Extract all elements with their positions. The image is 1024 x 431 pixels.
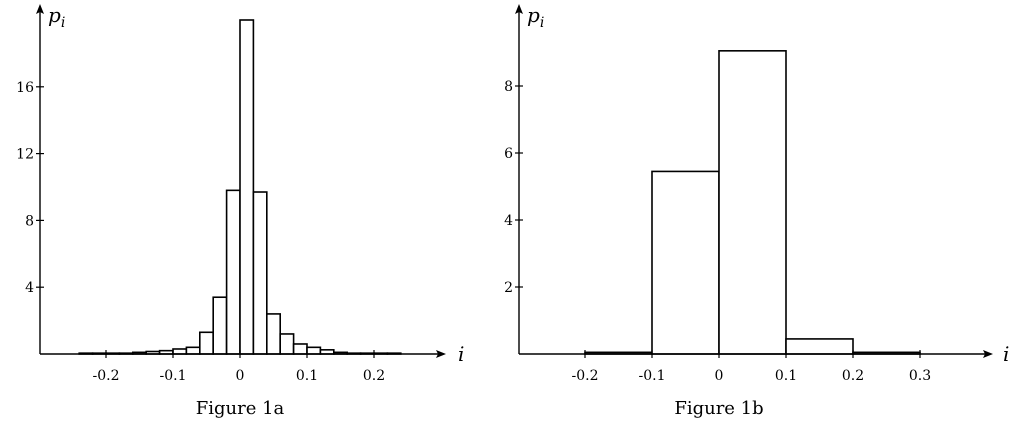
y-tick-label: 4 (504, 213, 513, 229)
histogram-bar (239, 19, 255, 355)
y-tick-label: 6 (504, 146, 513, 162)
histogram-bar (306, 346, 322, 355)
bars-1b (584, 50, 921, 355)
x-tick-label: 0.3 (909, 368, 931, 384)
ticks-1b: -0.2 -0.1 0 0.1 0.2 0.3 2 4 6 8 (504, 79, 931, 384)
x-tick-label: 0.1 (775, 368, 797, 384)
y-tick-label: 8 (504, 79, 513, 95)
histogram-bar (718, 50, 787, 355)
y-tick-label: 12 (16, 147, 34, 163)
x-tick-label: 0.2 (842, 368, 864, 384)
y-axis-arrow-icon (515, 4, 523, 14)
x-tick-label: 0 (715, 368, 724, 384)
y-tick-label: 8 (25, 213, 34, 229)
histogram-bar (292, 343, 308, 355)
histogram-panel-1a: -0.2 -0.1 0 0.1 0.2 4 8 12 16 i pi Figure 1a (16, 3, 464, 419)
y-axis-label-1a: pi (48, 3, 65, 31)
histogram-bar (265, 313, 281, 355)
y-tick-label: 2 (504, 280, 513, 296)
histogram-bar (172, 348, 188, 355)
histogram-bar (225, 189, 241, 355)
histogram-bar (279, 333, 295, 355)
x-axis-arrow-icon (983, 350, 993, 358)
x-tick-label: 0.2 (363, 368, 385, 384)
caption-1b: Figure 1b (674, 398, 763, 419)
axes-1b (515, 4, 993, 358)
x-axis-arrow-icon (436, 350, 446, 358)
y-tick-label: 16 (16, 80, 34, 96)
x-tick-label: 0.1 (296, 368, 318, 384)
y-tick-label: 4 (25, 280, 34, 296)
histogram-bar (651, 170, 720, 355)
histogram-bar (212, 296, 228, 355)
y-axis-arrow-icon (36, 4, 44, 14)
x-tick-label: 0 (236, 368, 245, 384)
x-axis-label-1b: i (1003, 342, 1009, 366)
ticks-1a: -0.2 -0.1 0 0.1 0.2 4 8 12 16 (16, 80, 385, 384)
caption-1a: Figure 1a (196, 398, 285, 419)
x-tick-label: -0.2 (572, 368, 599, 384)
histogram-bar (185, 346, 201, 355)
x-tick-label: -0.2 (93, 368, 120, 384)
x-tick-label: -0.1 (639, 368, 666, 384)
histogram-bar (785, 338, 854, 355)
bars-1a (78, 19, 402, 355)
x-axis-label-1a: i (458, 342, 464, 366)
y-axis-label-1b: pi (527, 3, 544, 31)
histogram-bar (199, 331, 215, 355)
x-tick-label: -0.1 (160, 368, 187, 384)
histogram-panel-1b: -0.2 -0.1 0 0.1 0.2 0.3 2 4 6 8 i pi Figure 1b (504, 3, 1009, 419)
histogram-bar (252, 191, 268, 355)
